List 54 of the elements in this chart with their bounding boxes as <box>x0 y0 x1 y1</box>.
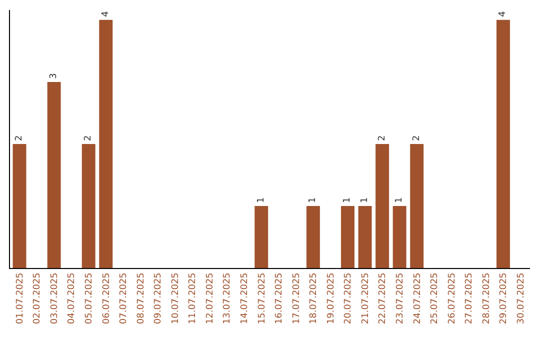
bar <box>496 20 510 268</box>
data-label: 1 <box>394 197 405 203</box>
x-tick-label: 01.07.2025 <box>15 272 26 324</box>
x-tick-label: 24.07.2025 <box>412 272 423 324</box>
x-tick-label: 15.07.2025 <box>257 272 268 324</box>
x-tick-label: 03.07.2025 <box>50 272 60 324</box>
data-label: 4 <box>498 10 508 17</box>
x-tick-label: 04.07.2025 <box>67 272 78 324</box>
x-tick-label: 23.07.2025 <box>395 272 406 324</box>
x-tick-label: 18.07.2025 <box>309 272 320 324</box>
x-tick-label: 02.07.2025 <box>32 272 43 324</box>
data-label: 2 <box>14 135 24 141</box>
data-label: 3 <box>49 73 60 79</box>
x-tick-label: 16.07.2025 <box>274 272 285 324</box>
x-tick-label: 20.07.2025 <box>344 272 354 324</box>
bar <box>306 206 320 268</box>
data-label: 1 <box>256 197 266 203</box>
x-tick-label: 10.07.2025 <box>170 272 181 324</box>
x-tick-label: 25.07.2025 <box>430 272 440 324</box>
x-tick-label: 12.07.2025 <box>205 272 216 324</box>
x-tick-label: 28.07.2025 <box>482 272 492 324</box>
data-label: 4 <box>100 10 111 17</box>
x-tick-label: 09.07.2025 <box>154 272 164 324</box>
data-label: 1 <box>360 197 370 203</box>
x-tick-label: 30.07.2025 <box>516 272 526 324</box>
bar <box>392 206 406 268</box>
bar <box>99 20 113 268</box>
bar <box>376 144 390 268</box>
x-tick-label: 13.07.2025 <box>222 272 233 324</box>
bar <box>358 206 372 268</box>
bar <box>410 144 424 268</box>
data-label: 2 <box>84 135 94 141</box>
bar <box>254 206 268 268</box>
data-label: 1 <box>342 197 353 203</box>
bar <box>341 206 354 268</box>
bar <box>12 144 26 268</box>
x-tick-label: 27.07.2025 <box>464 272 475 324</box>
x-tick-label: 26.07.2025 <box>447 272 458 324</box>
x-tick-label: 07.07.2025 <box>119 272 130 324</box>
x-tick-label: 08.07.2025 <box>136 272 146 324</box>
x-tick-label: 22.07.2025 <box>378 272 388 324</box>
x-tick-label: 05.07.2025 <box>84 272 95 324</box>
x-tick-label: 21.07.2025 <box>360 272 371 324</box>
data-label: 2 <box>377 135 388 141</box>
x-tick-label: 14.07.2025 <box>240 272 250 324</box>
x-tick-label: 29.07.2025 <box>499 272 510 324</box>
x-tick-label: 17.07.2025 <box>292 272 302 324</box>
bar <box>47 82 61 268</box>
bar <box>82 144 96 268</box>
x-tick-label: 06.07.2025 <box>102 272 112 324</box>
data-label: 1 <box>308 197 318 203</box>
x-tick-label: 11.07.2025 <box>188 272 198 324</box>
data-label: 2 <box>412 135 422 141</box>
x-tick-label: 19.07.2025 <box>326 272 336 324</box>
